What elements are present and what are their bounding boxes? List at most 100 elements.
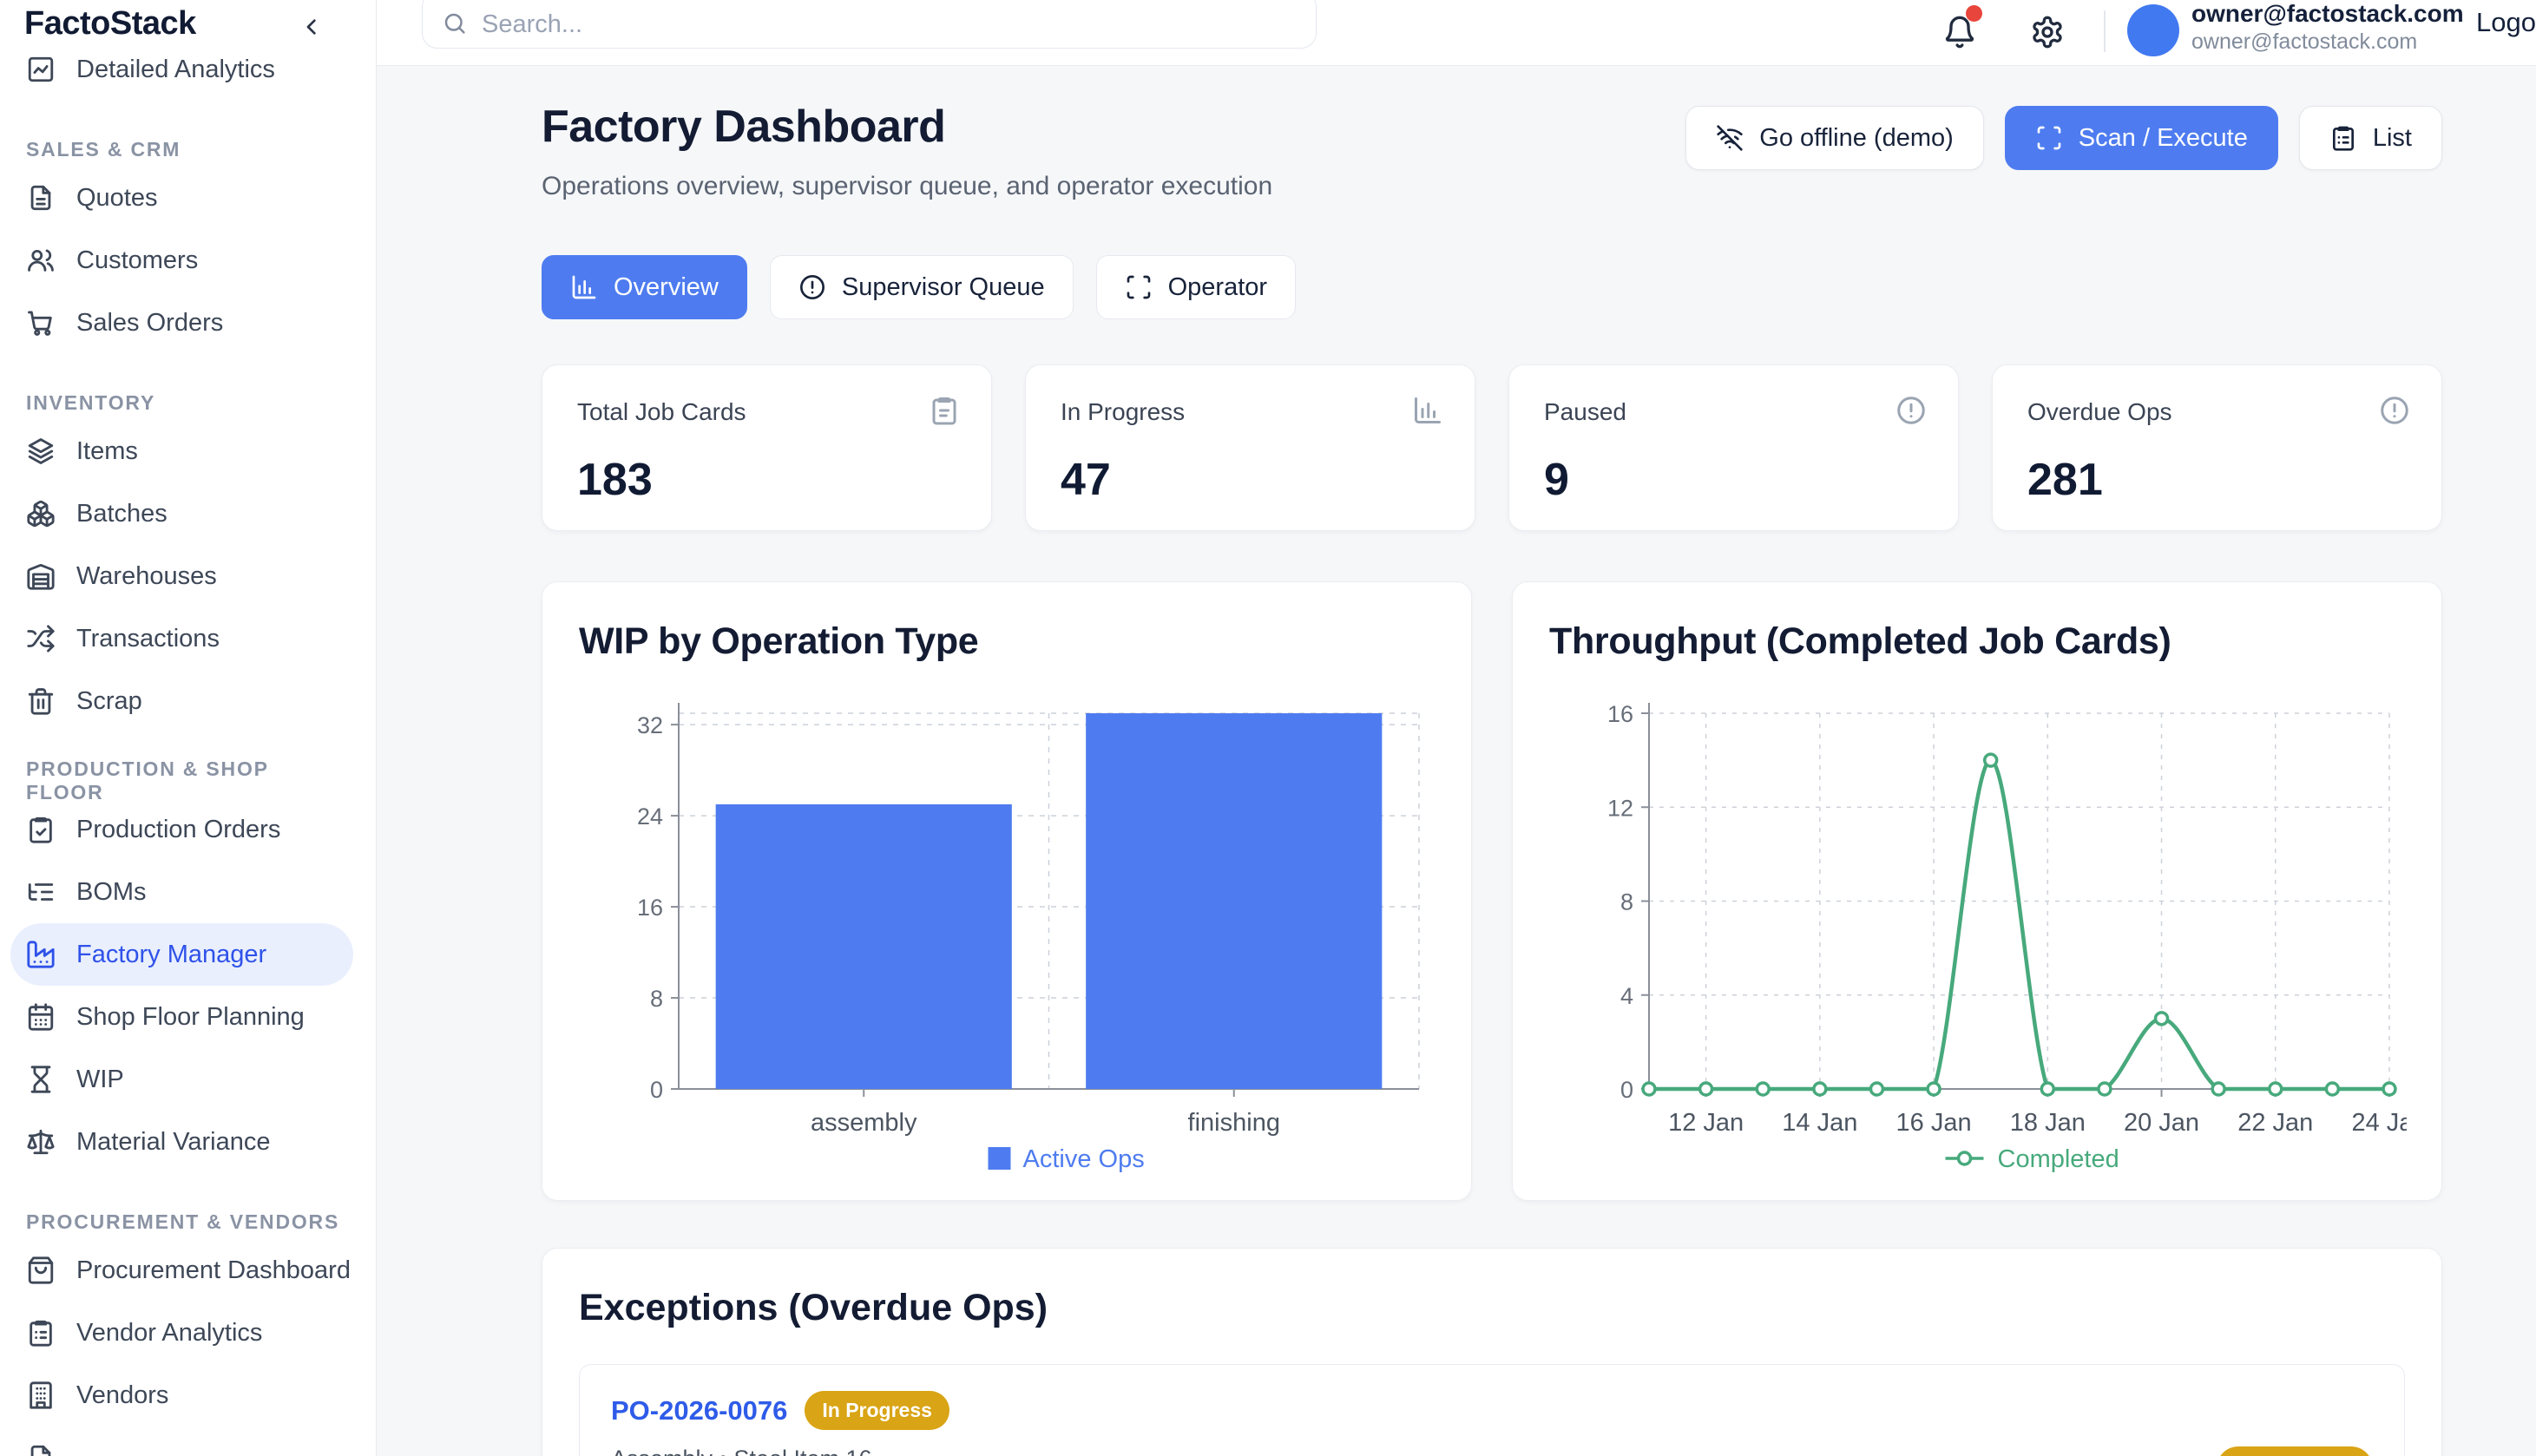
throughput-chart-title: Throughput (Completed Job Cards) bbox=[1549, 620, 2171, 662]
sidebar-item-label: Factory Manager bbox=[76, 940, 267, 968]
stat-value: 9 bbox=[1544, 455, 1569, 505]
tab-overview[interactable]: Overview bbox=[542, 255, 747, 319]
svg-text:16 Jan: 16 Jan bbox=[1896, 1109, 1972, 1137]
sidebar-item-vendors[interactable]: Vendors bbox=[10, 1364, 353, 1426]
status-badge-right: In Progress bbox=[2216, 1446, 2373, 1456]
throughput-chart-card: Throughput (Completed Job Cards) 0 4 8 12 16… bbox=[1512, 581, 2442, 1201]
svg-text:16: 16 bbox=[637, 895, 663, 921]
chart-column-icon bbox=[1412, 395, 1443, 426]
svg-text:Completed: Completed bbox=[1998, 1145, 2119, 1173]
clipboard-icon bbox=[929, 395, 960, 426]
sidebar-item-sales-orders[interactable]: Sales Orders bbox=[10, 292, 353, 354]
sidebar-item-factory-manager[interactable]: Factory Manager bbox=[10, 923, 353, 986]
stat-label: Overdue Ops bbox=[2027, 398, 2172, 425]
search-box[interactable] bbox=[422, 0, 1317, 49]
sidebar-item-wip[interactable]: WIP bbox=[10, 1048, 353, 1111]
tab-operator[interactable]: Operator bbox=[1095, 255, 1297, 319]
sidebar-item-scrap[interactable]: Scrap bbox=[10, 670, 353, 732]
sidebar-item-quotes[interactable]: Quotes bbox=[10, 167, 353, 229]
sidebar-collapse-button[interactable] bbox=[292, 9, 331, 47]
stat-cards: Total Job Cards 183 In Progress 47 Paused 9 Ov… bbox=[542, 364, 2442, 531]
exceptions-card: Exceptions (Overdue Ops) PO-2026-0076 In … bbox=[542, 1248, 2442, 1456]
sidebar-item-material-variance[interactable]: Material Variance bbox=[10, 1111, 353, 1173]
settings-button[interactable] bbox=[2027, 12, 2068, 54]
gear-icon bbox=[2030, 16, 2065, 52]
sidebar-item-label: Vendors bbox=[76, 1381, 169, 1409]
search-icon bbox=[442, 10, 468, 36]
app-logo: FactoStack bbox=[24, 5, 196, 42]
sidebar-item-label: Quotes bbox=[76, 183, 158, 212]
sidebar-item-customers[interactable]: Customers bbox=[10, 229, 353, 292]
sidebar-header: FactoStack bbox=[0, 0, 376, 50]
sidebar-item-production-orders[interactable]: Production Orders bbox=[10, 798, 353, 861]
tab-label: Overview bbox=[614, 272, 719, 301]
page-title: Factory Dashboard bbox=[542, 102, 946, 152]
exceptions-title: Exceptions (Overdue Ops) bbox=[579, 1287, 1048, 1328]
go-offline-demo-button[interactable]: Go offline (demo) bbox=[1685, 106, 1984, 170]
stat-card-in-progress: In Progress 47 bbox=[1025, 364, 1475, 531]
sidebar-item-label: Customers bbox=[76, 246, 199, 274]
button-label: Go offline (demo) bbox=[1759, 123, 1954, 152]
stat-label: Paused bbox=[1544, 398, 1626, 425]
shopping-bag-icon bbox=[26, 1256, 56, 1285]
sidebar-item-warehouses[interactable]: Warehouses bbox=[10, 545, 353, 607]
sidebar-item-items[interactable]: Items bbox=[10, 420, 353, 482]
throughput-line-chart: 0 4 8 12 16 12 Jan 14 Jan 16 Jan 18 Jan 20 Jan 22 … bbox=[1607, 701, 2407, 1173]
file-text-icon bbox=[26, 183, 56, 213]
shuffle-icon bbox=[26, 624, 56, 653]
alert-circle-icon bbox=[1895, 395, 1927, 426]
wip-chart-title: WIP by Operation Type bbox=[579, 620, 979, 662]
sidebar-item-procurement-dashboard[interactable]: Procurement Dashboard bbox=[10, 1239, 353, 1302]
sidebar-item-label: Shop Floor Planning bbox=[76, 1002, 305, 1031]
avatar[interactable] bbox=[2127, 4, 2179, 56]
sidebar-item-transactions[interactable]: Transactions bbox=[10, 607, 353, 670]
sidebar-item-shop-floor-planning[interactable]: Shop Floor Planning bbox=[10, 986, 353, 1048]
scan-execute-button[interactable]: Scan / Execute bbox=[2004, 106, 2278, 170]
sidebar-item-label: Vendor Analytics bbox=[76, 1318, 263, 1347]
boxes-icon bbox=[26, 499, 56, 528]
tab-supervisor-queue[interactable]: Supervisor Queue bbox=[769, 255, 1074, 319]
button-label: Scan / Execute bbox=[2078, 123, 2248, 152]
sidebar-item-vendor-analytics[interactable]: Vendor Analytics bbox=[10, 1302, 353, 1364]
file-icon bbox=[26, 1443, 56, 1456]
status-badge: In Progress bbox=[805, 1391, 949, 1430]
sidebar-item-batches[interactable]: Batches bbox=[10, 482, 353, 545]
chart-line-square-icon bbox=[26, 55, 56, 84]
user-info: owner@factostack.com owner@factostack.co… bbox=[2191, 0, 2464, 55]
sidebar-item-label: Scrap bbox=[76, 686, 142, 715]
trash-icon bbox=[26, 686, 56, 716]
sidebar-section-label: INVENTORY bbox=[26, 390, 156, 414]
svg-text:finishing: finishing bbox=[1188, 1109, 1280, 1137]
sidebar-item-detailed-analytics[interactable]: Detailed Analytics bbox=[10, 50, 353, 101]
scan-icon bbox=[2035, 124, 2063, 152]
calendar-icon bbox=[26, 1002, 56, 1032]
main-content: Factory Dashboard Operations overview, s… bbox=[377, 66, 2536, 1456]
notifications-button[interactable] bbox=[1939, 5, 1982, 54]
svg-text:Active Ops: Active Ops bbox=[1023, 1145, 1145, 1173]
production-order-link[interactable]: PO-2026-0076 bbox=[611, 1395, 788, 1426]
tab-label: Operator bbox=[1167, 272, 1268, 301]
view-tabs: Overview Supervisor Queue Operator bbox=[542, 255, 2442, 319]
sidebar-section-label: SALES & CRM bbox=[26, 137, 181, 161]
exception-subtitle: Assembly • Steel Item 16 bbox=[611, 1446, 2373, 1456]
notification-dot bbox=[1966, 5, 1982, 22]
sidebar-item-item[interactable] bbox=[10, 1426, 353, 1456]
svg-text:8: 8 bbox=[650, 986, 663, 1012]
sidebar-item-label: Detailed Analytics bbox=[76, 55, 275, 83]
sidebar-item-boms[interactable]: BOMs bbox=[10, 861, 353, 923]
svg-text:12 Jan: 12 Jan bbox=[1668, 1109, 1744, 1137]
list-button[interactable]: List bbox=[2298, 106, 2442, 170]
search-input[interactable] bbox=[482, 1, 1297, 39]
wifi-off-icon bbox=[1716, 124, 1744, 152]
svg-text:assembly: assembly bbox=[811, 1109, 917, 1137]
sidebar-item-label: BOMs bbox=[76, 877, 147, 906]
sidebar-item-label: Warehouses bbox=[76, 561, 217, 590]
stat-value: 183 bbox=[577, 455, 653, 505]
button-label: List bbox=[2372, 123, 2412, 152]
sidebar-section-label: PROCUREMENT & VENDORS bbox=[26, 1210, 340, 1233]
logout-button[interactable]: Logout bbox=[2476, 7, 2536, 38]
svg-text:4: 4 bbox=[1620, 983, 1633, 1009]
list-tree-icon bbox=[26, 877, 56, 907]
